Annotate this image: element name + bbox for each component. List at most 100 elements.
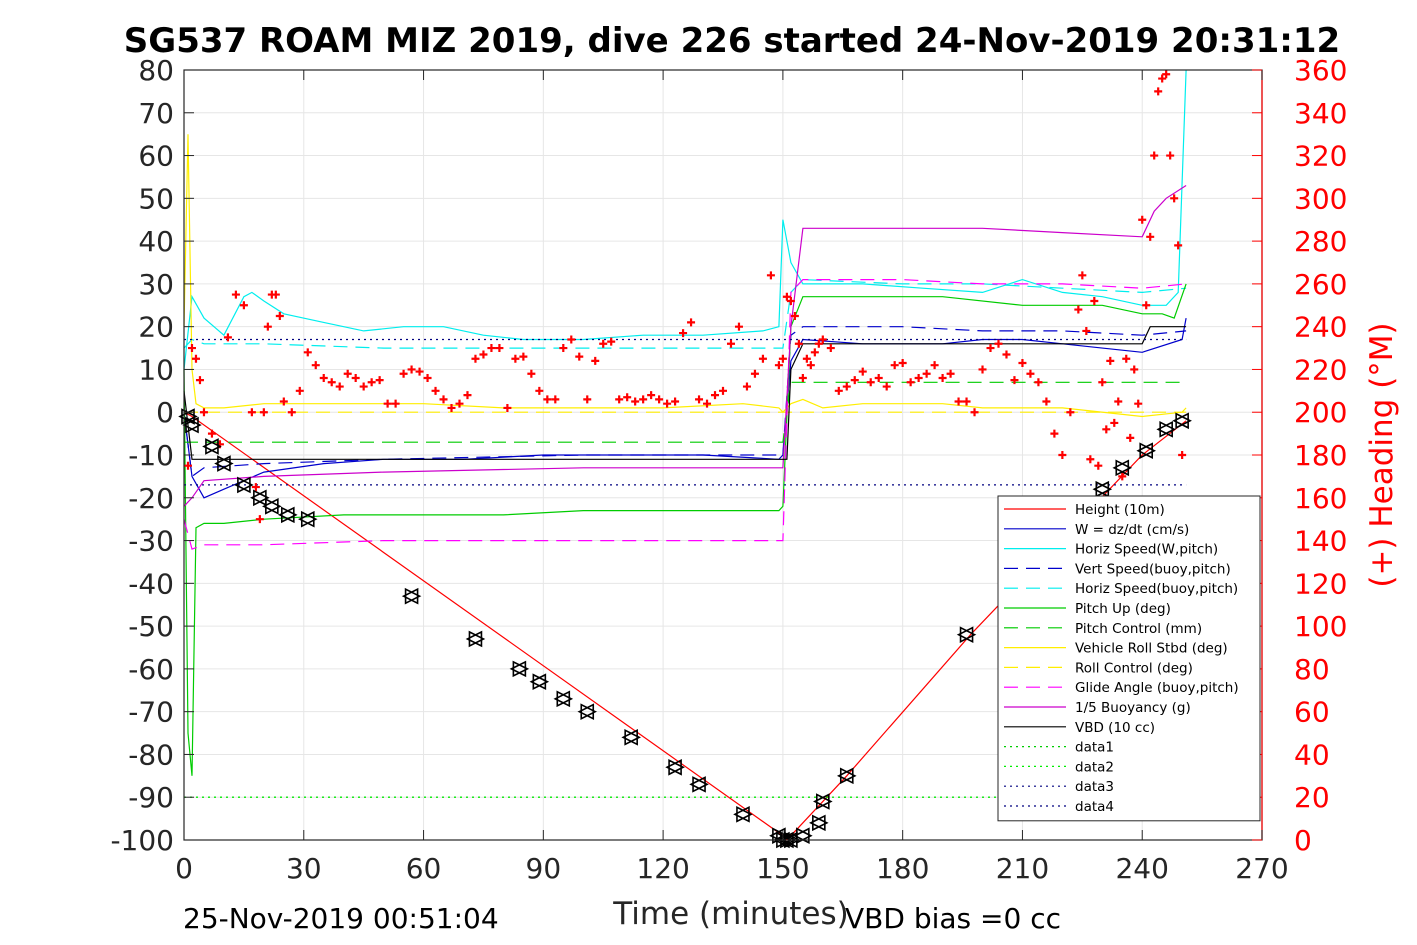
- heading-point: [191, 354, 200, 363]
- y-tick-label-left: 60: [138, 140, 174, 173]
- heading-point: [906, 378, 915, 387]
- heading-point: [774, 361, 783, 370]
- legend-label: data3: [1075, 779, 1114, 795]
- footer-timestamp: 25-Nov-2019 00:51:04: [183, 902, 499, 935]
- heading-point: [1154, 87, 1163, 96]
- dive-marker: [1172, 412, 1192, 430]
- heading-point: [335, 382, 344, 391]
- dive-marker: [809, 814, 829, 832]
- heading-point: [866, 378, 875, 387]
- heading-point: [1142, 301, 1151, 310]
- heading-point: [1122, 354, 1131, 363]
- y-tick-label-left: 40: [138, 225, 174, 258]
- heading-point: [631, 397, 640, 406]
- y-tick-label-right: 260: [1294, 268, 1347, 301]
- legend-label: Vehicle Roll Stbd (deg): [1075, 641, 1228, 657]
- heading-point: [1086, 455, 1095, 464]
- series-line: [183, 283, 1187, 776]
- heading-point: [1134, 399, 1143, 408]
- series-line: [183, 326, 1187, 460]
- heading-point: [758, 354, 767, 363]
- x-tick-label: 180: [876, 852, 929, 885]
- heading-point: [1166, 151, 1175, 160]
- y-tick-label-left: -100: [110, 824, 174, 857]
- y-tick-label-left: 20: [138, 311, 174, 344]
- heading-point: [711, 391, 720, 400]
- y-tick-label-right: 180: [1294, 439, 1347, 472]
- x-tick-label: 240: [1115, 852, 1168, 885]
- heading-point: [814, 339, 823, 348]
- heading-point: [231, 290, 240, 299]
- heading-point: [647, 391, 656, 400]
- heading-point: [1094, 461, 1103, 470]
- x-tick-label: 90: [526, 852, 562, 885]
- legend-label: data1: [1075, 740, 1114, 756]
- heading-point: [986, 344, 995, 353]
- y-tick-label-right: 0: [1294, 824, 1312, 857]
- heading-point: [663, 399, 672, 408]
- legend-label: Pitch Up (deg): [1075, 601, 1171, 617]
- heading-point: [890, 361, 899, 370]
- heading-point: [938, 374, 947, 382]
- heading-point: [559, 344, 568, 353]
- heading-point: [567, 335, 576, 344]
- heading-point: [1102, 425, 1111, 434]
- heading-point: [623, 393, 632, 402]
- heading-point: [251, 483, 260, 492]
- y-tick-label-right: 120: [1294, 567, 1347, 600]
- heading-point: [703, 399, 712, 408]
- heading-point: [1058, 451, 1067, 459]
- y-tick-label-right: 100: [1294, 610, 1347, 643]
- legend-label: Horiz Speed(buoy,pitch): [1075, 581, 1238, 597]
- x-tick-label: 120: [636, 852, 689, 885]
- y-tick-label-right: 280: [1294, 225, 1347, 258]
- heading-point: [898, 359, 907, 368]
- heading-point: [207, 429, 216, 438]
- y-tick-label-left: -40: [128, 567, 174, 600]
- series-line: [183, 134, 1187, 418]
- legend-label: 1/5 Buoyancy (g): [1075, 700, 1191, 716]
- y-tick-label-left: 30: [138, 268, 174, 301]
- y-tick-label-left: 80: [138, 54, 174, 87]
- heading-point: [239, 301, 248, 310]
- series-line: [183, 279, 1187, 550]
- heading-point: [423, 374, 432, 382]
- heading-point: [1106, 356, 1115, 365]
- heading-point: [742, 382, 751, 391]
- x-axis-label: Time (minutes): [612, 896, 848, 932]
- dive-marker: [956, 626, 977, 643]
- heading-point: [734, 322, 743, 331]
- dive-marker: [529, 673, 550, 691]
- heading-point: [295, 386, 304, 395]
- heading-point: [655, 395, 664, 404]
- heading-point: [415, 367, 424, 376]
- y-tick-label-left: 70: [138, 97, 174, 130]
- heading-point: [671, 397, 680, 406]
- legend-label: Vert Speed(buoy,pitch): [1075, 561, 1231, 577]
- heading-point: [527, 369, 536, 378]
- x-tick-label: 210: [996, 852, 1049, 885]
- heading-point: [782, 292, 791, 301]
- legend-label: data2: [1075, 759, 1114, 775]
- heading-point: [279, 397, 288, 406]
- x-tick-label: 60: [406, 852, 442, 885]
- dive-marker: [262, 498, 282, 515]
- dive-marker: [401, 587, 422, 605]
- heading-point: [954, 397, 963, 406]
- heading-point: [287, 408, 296, 417]
- series-line: [183, 278, 1187, 349]
- y-tick-label-right: 320: [1294, 140, 1347, 173]
- heading-point: [1178, 451, 1187, 459]
- heading-point: [1114, 397, 1123, 406]
- heading-point: [271, 290, 280, 299]
- heading-point: [1162, 70, 1171, 79]
- heading-point: [970, 408, 979, 417]
- heading-point: [447, 403, 456, 412]
- heading-point: [858, 367, 867, 376]
- heading-point: [407, 365, 416, 374]
- series-line: [183, 184, 1187, 507]
- y-tick-label-right: 300: [1294, 182, 1347, 215]
- heading-point: [914, 374, 923, 382]
- heading-point: [978, 365, 987, 374]
- y-tick-label-left: -20: [128, 482, 174, 515]
